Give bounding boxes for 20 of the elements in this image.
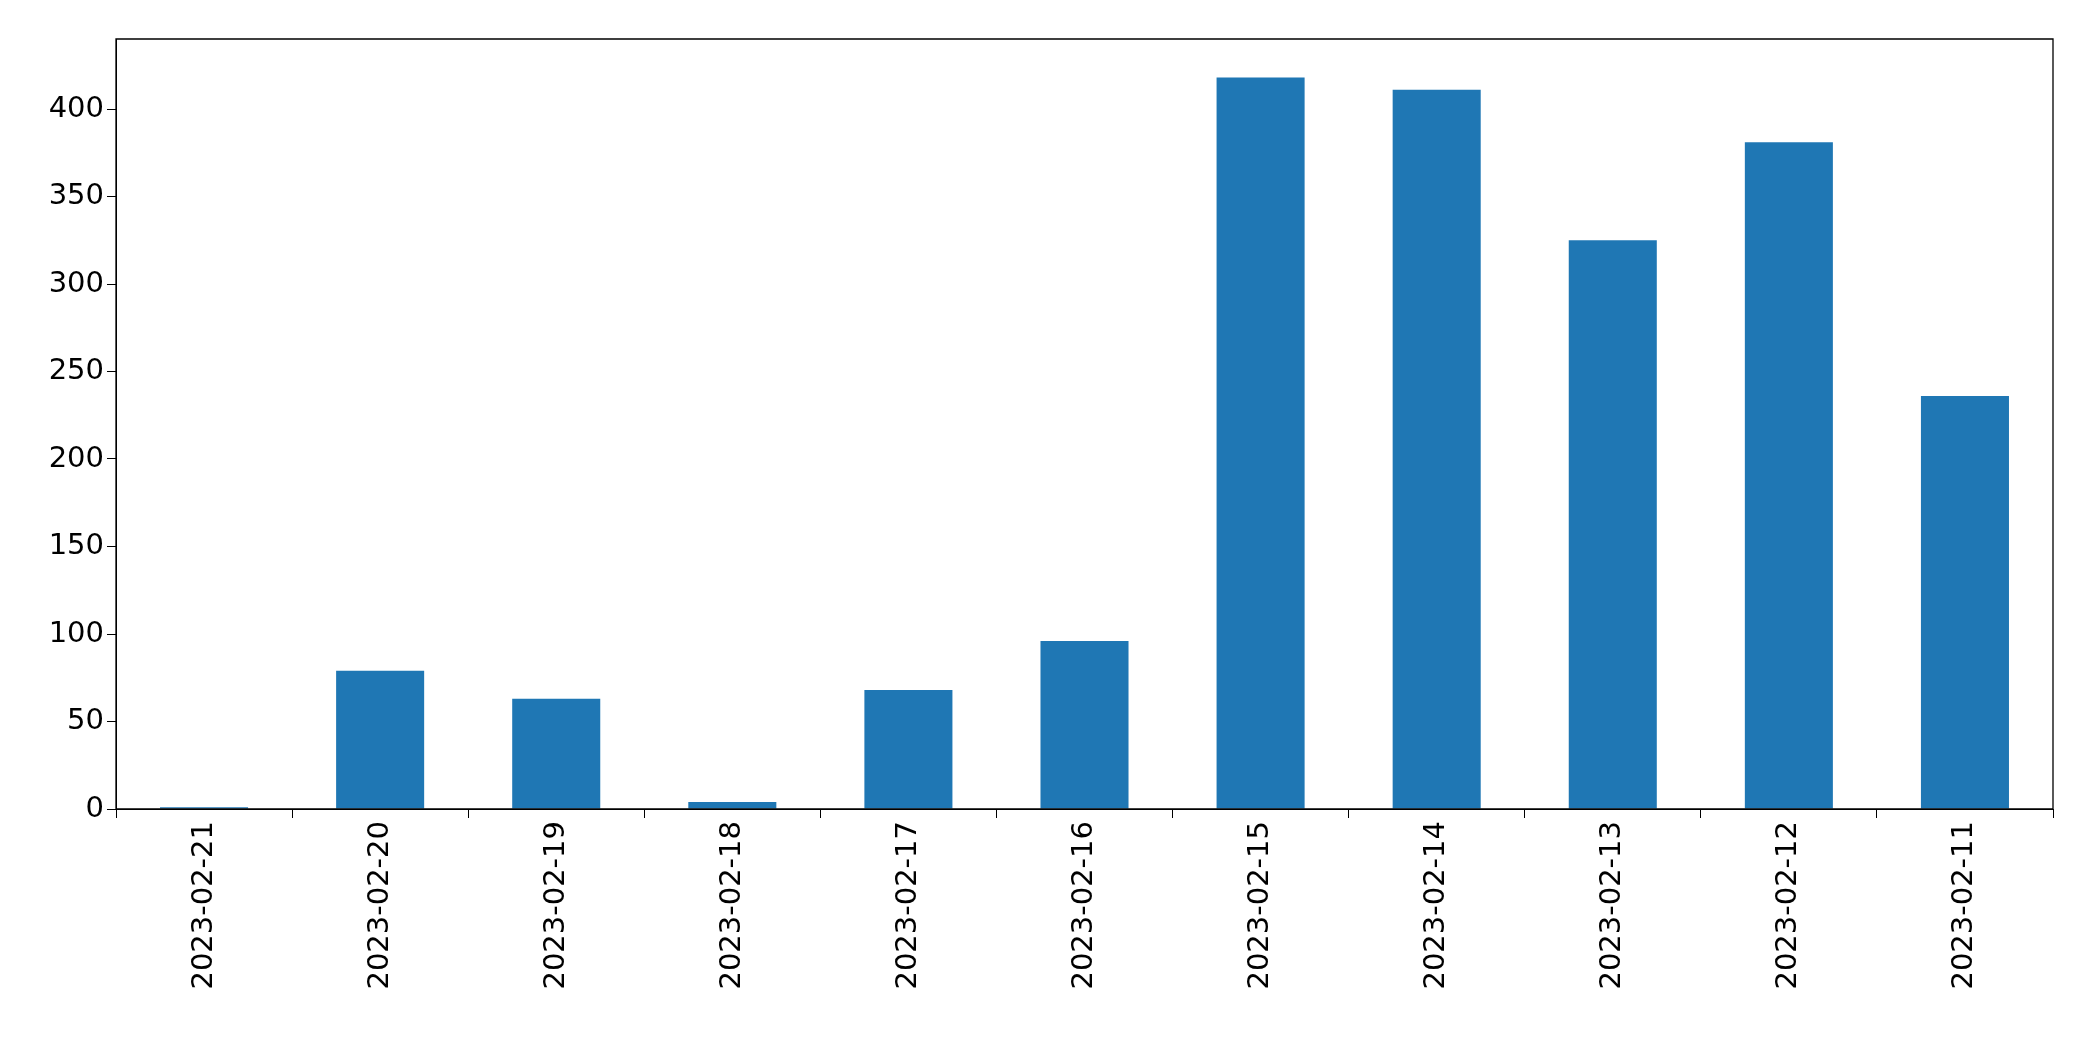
- y-tick-label: 150: [48, 527, 104, 562]
- y-tick-label: 200: [48, 439, 104, 474]
- x-tick-label: 2023-02-19: [536, 821, 571, 990]
- x-tick-label: 2023-02-13: [1593, 821, 1628, 990]
- y-tick-label: 400: [48, 89, 104, 124]
- x-tick-label: 2023-02-21: [184, 821, 219, 990]
- y-tick-label: 350: [48, 177, 104, 212]
- x-tick-label: 2023-02-14: [1417, 821, 1452, 990]
- x-tick-label: 2023-02-12: [1769, 821, 1804, 990]
- y-tick-label: 300: [48, 264, 104, 299]
- x-tick-label: 2023-02-17: [888, 821, 923, 990]
- y-tick-label: 100: [48, 614, 104, 649]
- x-tick-label: 2023-02-15: [1241, 821, 1276, 990]
- x-tick-label: 2023-02-16: [1065, 821, 1100, 990]
- x-tick-label: 2023-02-18: [712, 821, 747, 990]
- y-tick-label: 0: [85, 789, 104, 824]
- y-tick-label: 250: [48, 352, 104, 387]
- x-tick-label: 2023-02-20: [360, 821, 395, 990]
- y-tick-label: 50: [67, 702, 104, 737]
- x-tick-label: 2023-02-11: [1945, 821, 1980, 990]
